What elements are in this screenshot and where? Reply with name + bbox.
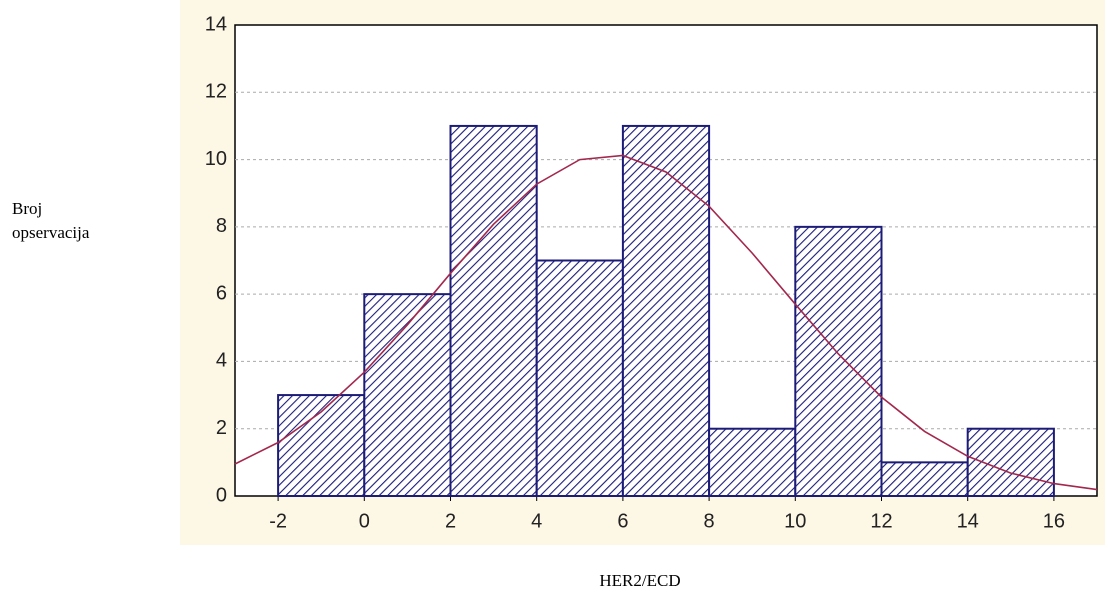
- x-tick-label: 12: [870, 510, 892, 532]
- y-tick-label: 2: [216, 417, 227, 439]
- fitted-curve: [234, 154, 1098, 491]
- x-tick-label: 10: [784, 510, 806, 532]
- x-tick-label: 8: [704, 510, 715, 532]
- y-tick-label: 8: [216, 215, 227, 237]
- y-tick-label: 10: [205, 148, 227, 170]
- bar: [535, 259, 624, 497]
- x-axis-title: HER2/ECD: [599, 571, 680, 590]
- y-tick-label: 6: [216, 282, 227, 304]
- y-tick-label: 4: [216, 350, 227, 372]
- x-tick-label: 6: [617, 510, 628, 532]
- y-axis-title: Broj opservacija: [12, 197, 142, 245]
- bar: [880, 461, 969, 498]
- bar: [277, 394, 366, 498]
- y-tick-label: 14: [205, 13, 227, 35]
- bar: [708, 427, 797, 498]
- bar: [966, 427, 1055, 498]
- x-tick-label: 2: [445, 510, 456, 532]
- bar: [794, 225, 883, 497]
- x-tick-label: 16: [1043, 510, 1065, 532]
- x-tick-label: 0: [359, 510, 370, 532]
- bar: [449, 124, 538, 498]
- y-tick-label: 12: [205, 81, 227, 103]
- y-axis-title-text: Broj opservacija: [12, 199, 90, 242]
- x-tick-label: 4: [531, 510, 542, 532]
- x-tick-label: -2: [269, 510, 287, 532]
- y-tick-label: 0: [216, 484, 227, 506]
- bar: [621, 124, 711, 498]
- x-tick-label: 14: [957, 510, 979, 532]
- bar: [363, 293, 452, 497]
